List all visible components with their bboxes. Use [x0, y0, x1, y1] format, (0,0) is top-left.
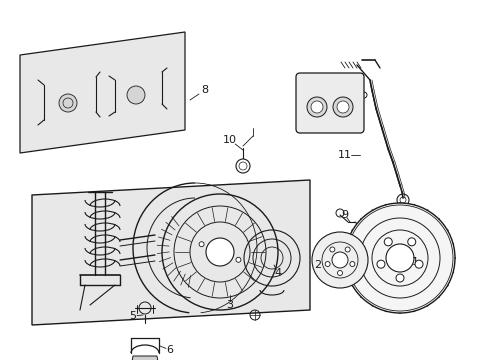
Circle shape — [376, 260, 384, 268]
Text: 1: 1 — [411, 257, 418, 267]
Circle shape — [336, 101, 348, 113]
Text: 2: 2 — [314, 260, 321, 270]
Circle shape — [306, 97, 326, 117]
Circle shape — [385, 244, 413, 272]
Circle shape — [329, 247, 334, 252]
Circle shape — [205, 238, 234, 266]
Circle shape — [331, 252, 347, 268]
Text: 7: 7 — [306, 103, 313, 113]
Text: 10: 10 — [223, 135, 237, 145]
Polygon shape — [129, 356, 161, 360]
Circle shape — [395, 274, 403, 282]
Circle shape — [236, 159, 249, 173]
Circle shape — [59, 94, 77, 112]
Circle shape — [384, 238, 391, 246]
Text: 3: 3 — [226, 300, 233, 310]
Circle shape — [345, 247, 349, 252]
Circle shape — [235, 257, 241, 262]
Text: 11: 11 — [337, 150, 351, 160]
Polygon shape — [20, 32, 184, 153]
Text: 6: 6 — [166, 345, 173, 355]
Circle shape — [345, 203, 454, 313]
Text: 9: 9 — [341, 210, 348, 220]
Text: 8: 8 — [201, 85, 208, 95]
Circle shape — [199, 242, 203, 247]
FancyBboxPatch shape — [295, 73, 363, 133]
Polygon shape — [32, 180, 309, 325]
Text: 5: 5 — [129, 311, 136, 321]
Circle shape — [332, 97, 352, 117]
Circle shape — [310, 101, 323, 113]
Circle shape — [311, 232, 367, 288]
Circle shape — [127, 86, 145, 104]
Text: 4: 4 — [274, 268, 281, 278]
Circle shape — [407, 238, 415, 246]
Circle shape — [337, 270, 342, 275]
Circle shape — [414, 260, 422, 268]
Circle shape — [325, 261, 329, 266]
Circle shape — [349, 261, 354, 266]
